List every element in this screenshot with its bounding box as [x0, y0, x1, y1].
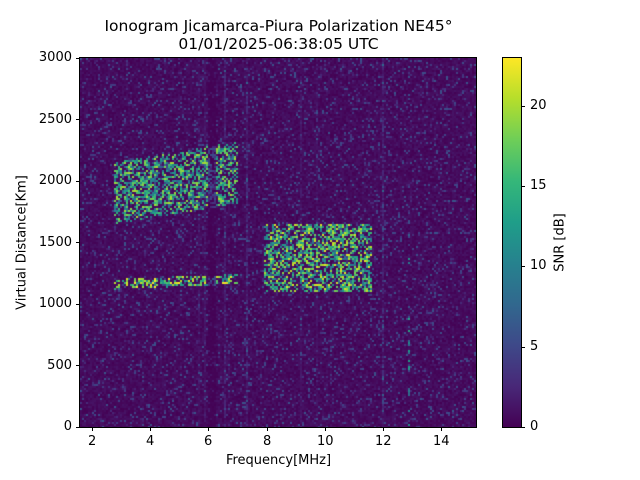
y-tick-label: 0 [63, 419, 72, 434]
colorbar-tick-mark [521, 347, 525, 348]
snr-heatmap [80, 58, 476, 427]
y-tick-mark [76, 242, 80, 243]
x-tick-label: 4 [146, 434, 155, 449]
colorbar-tick-mark [521, 186, 525, 187]
x-axis-label: Frequency[MHz] [225, 453, 332, 468]
x-tick-label: 14 [433, 434, 450, 449]
x-tick-label: 2 [88, 434, 97, 449]
x-tick-mark [441, 427, 442, 431]
colorbar-tick-label: 20 [530, 98, 547, 113]
colorbar-tick-mark [521, 266, 525, 267]
y-tick-mark [76, 119, 80, 120]
y-tick-label: 1000 [38, 296, 72, 311]
chart-title: Ionogram Jicamarca-Piura Polarization NE… [80, 17, 477, 53]
x-tick-mark [92, 427, 93, 431]
colorbar-tick-label: 5 [530, 339, 539, 354]
y-tick-label: 1500 [38, 235, 72, 250]
y-tick-mark [76, 58, 80, 59]
x-tick-mark [325, 427, 326, 431]
x-tick-label: 8 [263, 434, 272, 449]
x-tick-mark [383, 427, 384, 431]
y-tick-label: 500 [47, 358, 72, 373]
colorbar-tick-label: 15 [530, 178, 547, 193]
x-tick-mark [208, 427, 209, 431]
y-tick-mark [76, 181, 80, 182]
snr-colorbar [502, 57, 522, 428]
colorbar-tick-mark [521, 106, 525, 107]
colorbar-tick-label: 10 [530, 258, 547, 273]
y-axis-label: Virtual Distance[Km] [14, 175, 30, 310]
x-tick-mark [267, 427, 268, 431]
y-tick-label: 3000 [38, 50, 72, 65]
x-tick-label: 10 [317, 434, 334, 449]
y-tick-mark [76, 427, 80, 428]
y-tick-label: 2500 [38, 112, 72, 127]
y-tick-mark [76, 365, 80, 366]
y-tick-label: 2000 [38, 173, 72, 188]
x-tick-label: 6 [204, 434, 213, 449]
title-line-2: 01/01/2025-06:38:05 UTC [178, 35, 379, 53]
y-tick-mark [76, 304, 80, 305]
colorbar-tick-label: 0 [530, 419, 539, 434]
colorbar-tick-mark [521, 427, 525, 428]
ionogram-plot-area [79, 57, 477, 428]
title-line-1: Ionogram Jicamarca-Piura Polarization NE… [104, 17, 453, 35]
colorbar-label: SNR [dB] [552, 213, 568, 272]
x-tick-label: 12 [375, 434, 392, 449]
x-tick-mark [150, 427, 151, 431]
